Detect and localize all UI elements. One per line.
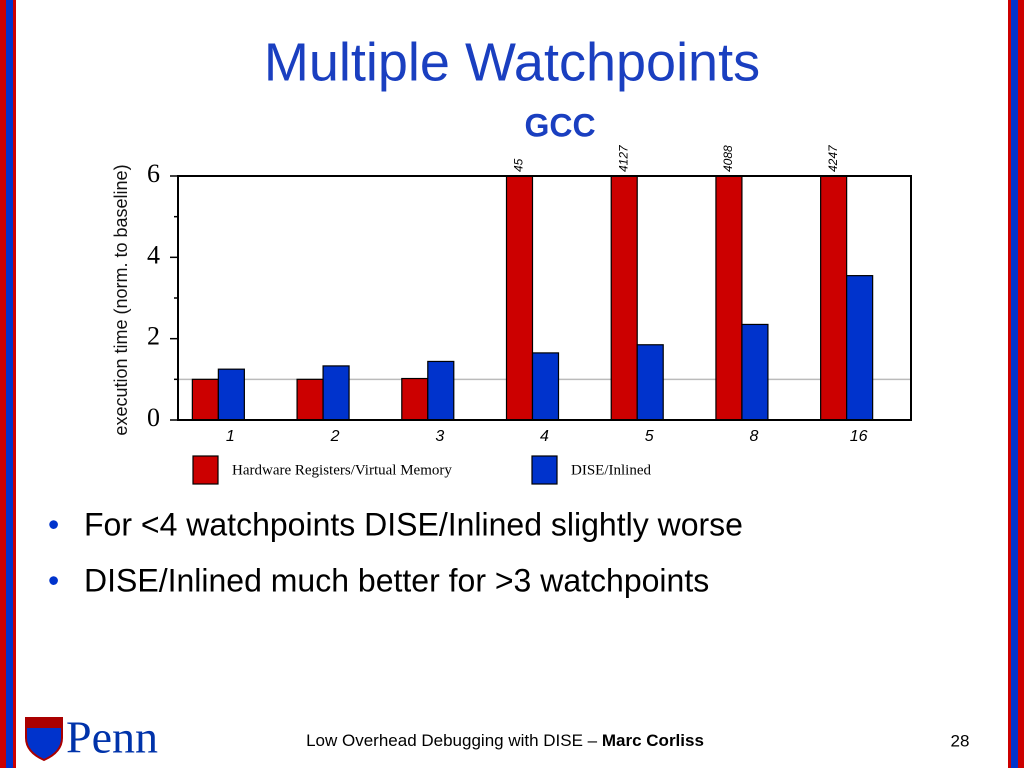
bar	[715, 175, 743, 421]
x-tick-label: 2	[330, 428, 340, 445]
bar	[505, 175, 534, 421]
logo-band	[26, 718, 62, 728]
bar	[217, 368, 245, 421]
x-tick-label: 8	[749, 428, 758, 445]
chart-title: GCC	[524, 107, 595, 143]
footer-text: Low Overhead Debugging with DISE –	[306, 731, 602, 750]
bullet-dot: •	[48, 562, 59, 598]
footer: Low Overhead Debugging with DISE – Marc …	[306, 731, 704, 750]
slide-title: Multiple Watchpoints	[264, 32, 760, 92]
bar	[610, 175, 638, 421]
x-tick-label: 3	[435, 428, 444, 445]
bar	[322, 365, 350, 421]
x-tick-label: 5	[645, 428, 654, 445]
legend-swatch	[531, 455, 558, 485]
bar	[531, 352, 560, 421]
x-tick-label: 4	[540, 428, 549, 445]
y-tick-label: 2	[147, 322, 160, 351]
x-tick-label: 1	[226, 428, 235, 445]
logo: Penn	[25, 712, 158, 763]
logo-shield	[25, 717, 63, 762]
plot-frame	[177, 175, 912, 421]
bar-value-label: 4127	[616, 144, 630, 172]
bar	[191, 378, 219, 421]
bar	[296, 378, 324, 421]
bullet-dot: •	[48, 506, 59, 542]
legend-swatch	[192, 455, 219, 485]
bar-value-label: 4247	[826, 144, 840, 172]
bullet: For <4 watchpoints DISE/Inlined slightly…	[84, 506, 743, 542]
page-number: 28	[951, 731, 970, 750]
border	[13, 0, 16, 768]
border	[0, 0, 6, 768]
border	[1018, 0, 1024, 768]
border	[1011, 0, 1018, 768]
y-axis-label: execution time (norm. to baseline)	[111, 164, 131, 435]
y-tick-label: 4	[147, 240, 160, 269]
bar-value-label: 4088	[721, 145, 735, 172]
bullet: DISE/Inlined much better for >3 watchpoi…	[84, 562, 709, 598]
y-tick-label: 0	[147, 403, 160, 432]
border	[1008, 0, 1011, 768]
footer-author: Marc Corliss	[602, 731, 704, 750]
bar-value-label: 45	[512, 158, 526, 172]
y-tick-label: 6	[147, 159, 160, 188]
bar	[427, 360, 455, 421]
bar	[636, 344, 664, 421]
border	[6, 0, 13, 768]
bar	[741, 323, 769, 421]
bar	[401, 377, 429, 421]
logo-text: Penn	[66, 712, 158, 763]
legend-label: DISE/Inlined	[571, 462, 651, 478]
legend-label: Hardware Registers/Virtual Memory	[232, 462, 452, 478]
bar	[820, 175, 848, 421]
x-tick-label: 16	[850, 428, 868, 445]
bar	[846, 275, 874, 421]
